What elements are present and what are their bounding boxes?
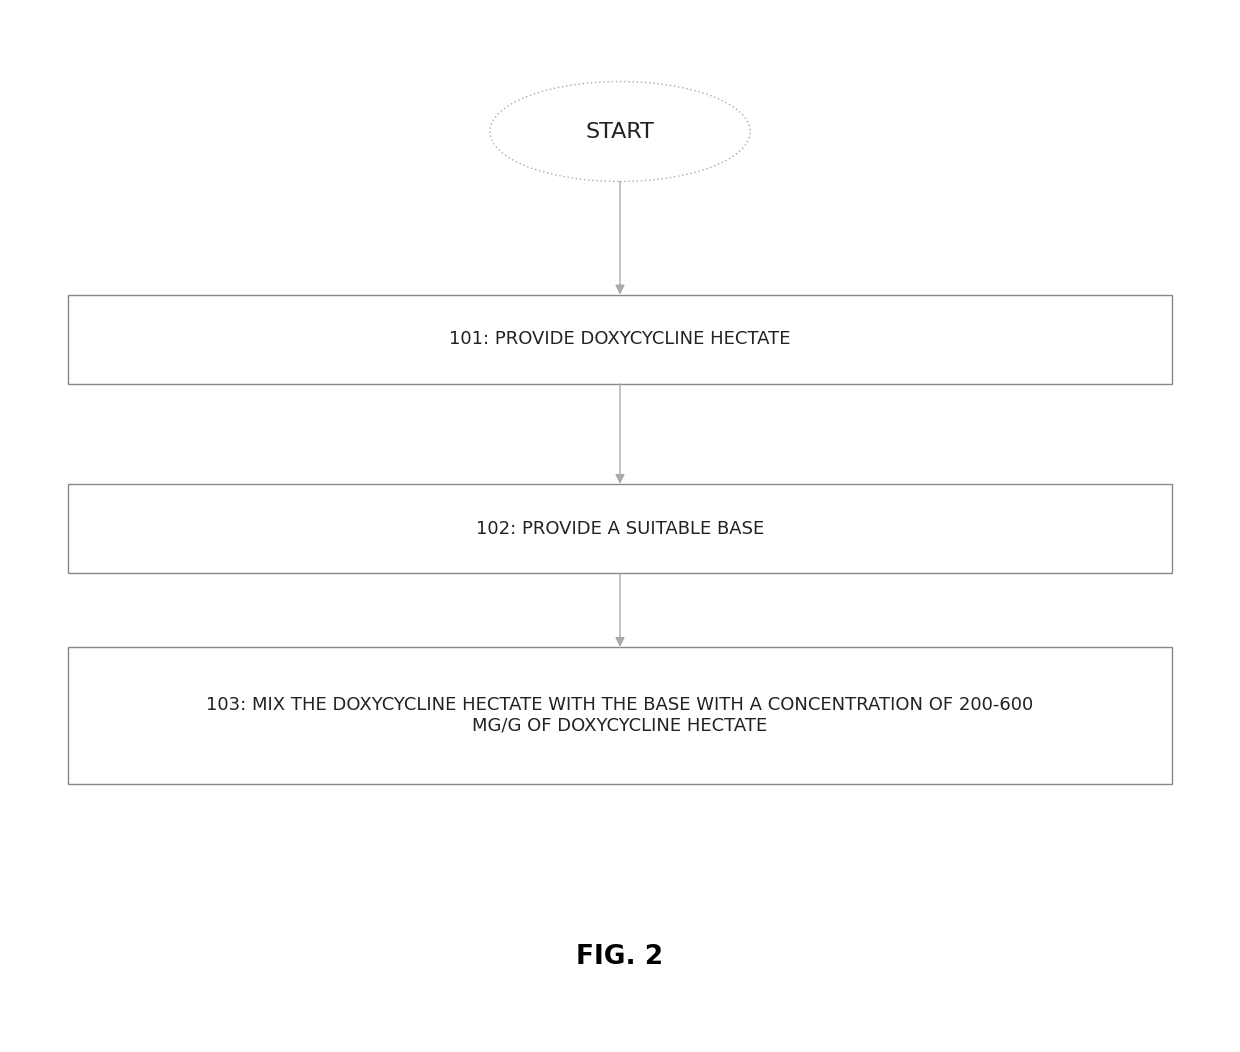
Text: 102: PROVIDE A SUITABLE BASE: 102: PROVIDE A SUITABLE BASE	[476, 520, 764, 538]
Text: FIG. 2: FIG. 2	[577, 945, 663, 970]
Text: START: START	[585, 121, 655, 142]
Text: 101: PROVIDE DOXYCYCLINE HECTATE: 101: PROVIDE DOXYCYCLINE HECTATE	[449, 330, 791, 348]
Text: 103: MIX THE DOXYCYCLINE HECTATE WITH THE BASE WITH A CONCENTRATION OF 200-600
M: 103: MIX THE DOXYCYCLINE HECTATE WITH TH…	[206, 696, 1034, 734]
